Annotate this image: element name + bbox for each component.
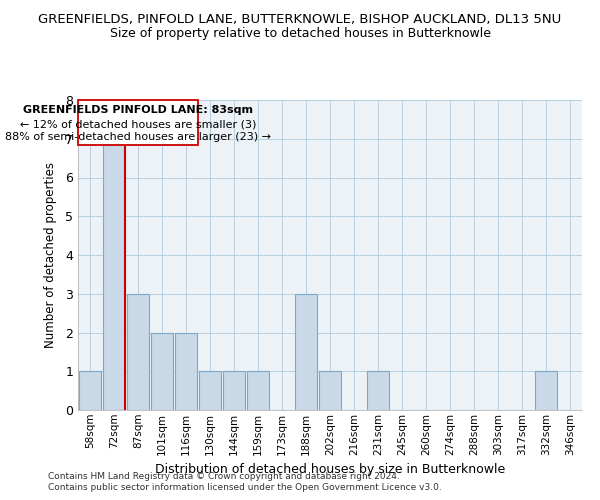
Text: GREENFIELDS PINFOLD LANE: 83sqm: GREENFIELDS PINFOLD LANE: 83sqm (23, 104, 253, 115)
Bar (319, 371, 341, 410)
Bar (199, 371, 221, 410)
Text: ← 12% of detached houses are smaller (3): ← 12% of detached houses are smaller (3) (20, 119, 256, 129)
Bar (175, 332, 197, 410)
Bar (223, 371, 245, 410)
Text: Size of property relative to detached houses in Butterknowle: Size of property relative to detached ho… (110, 28, 491, 40)
Bar (103, 138, 125, 410)
Bar (79, 100, 198, 144)
Text: GREENFIELDS, PINFOLD LANE, BUTTERKNOWLE, BISHOP AUCKLAND, DL13 5NU: GREENFIELDS, PINFOLD LANE, BUTTERKNOWLE,… (38, 12, 562, 26)
Bar (79, 371, 101, 410)
Bar (367, 371, 389, 410)
Bar (127, 294, 149, 410)
Text: Contains public sector information licensed under the Open Government Licence v3: Contains public sector information licen… (48, 484, 442, 492)
Bar (247, 371, 269, 410)
Bar (295, 294, 317, 410)
Text: Contains HM Land Registry data © Crown copyright and database right 2024.: Contains HM Land Registry data © Crown c… (48, 472, 400, 481)
Bar (535, 371, 557, 410)
X-axis label: Distribution of detached houses by size in Butterknowle: Distribution of detached houses by size … (155, 463, 505, 476)
Text: 88% of semi-detached houses are larger (23) →: 88% of semi-detached houses are larger (… (5, 132, 271, 142)
Bar (151, 332, 173, 410)
Y-axis label: Number of detached properties: Number of detached properties (44, 162, 57, 348)
